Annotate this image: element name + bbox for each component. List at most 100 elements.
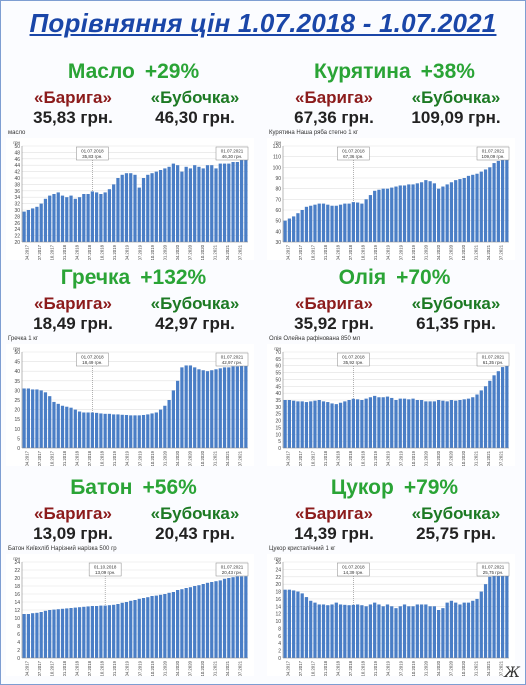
x-tick-label: 10.2020	[461, 660, 466, 676]
price-bar	[239, 158, 244, 242]
price-bar	[351, 604, 355, 658]
y-tick-label: 35	[275, 398, 281, 404]
label-bubochka: «Бубочка»	[150, 504, 240, 523]
price-bar	[184, 588, 188, 658]
price-bar	[321, 401, 326, 448]
price-bar	[334, 602, 338, 658]
price-bar	[218, 368, 222, 448]
price-bar	[411, 398, 415, 448]
price-bar	[193, 367, 197, 448]
price-bar	[360, 605, 364, 658]
x-tick-label: 07.2021	[499, 660, 504, 676]
price-bar	[120, 414, 124, 448]
x-tick-label: 10.2020	[200, 660, 205, 676]
price-bar	[222, 367, 227, 448]
price-barigha: 67,36 грн.	[294, 108, 374, 127]
x-tick-label: 04.2021	[225, 244, 230, 260]
chart-title: Курятина Наша ряба стегно 1 кг	[269, 130, 359, 136]
x-tick-label: 01.2021	[474, 660, 479, 676]
price-bar	[227, 367, 231, 448]
price-bar	[222, 578, 227, 658]
price-bar	[419, 604, 424, 658]
price-bar	[500, 367, 505, 448]
price-bar	[483, 584, 488, 658]
price-bar	[171, 163, 175, 242]
annotation-value: 35,92 грн.	[343, 360, 363, 365]
price-bar	[398, 185, 402, 242]
price-bar	[492, 571, 496, 658]
price-bar	[60, 195, 65, 242]
price-bar	[201, 168, 205, 242]
price-bar	[77, 607, 82, 658]
price-bar	[82, 194, 86, 242]
x-tick-label: 01.2019	[112, 660, 117, 676]
annotation-value: 61,35 грн.	[483, 360, 503, 365]
y-axis-label: грн	[13, 556, 20, 561]
x-tick-label: 04.2017	[285, 450, 290, 466]
x-tick-label: 01.2021	[213, 244, 218, 260]
annotation-box	[215, 562, 249, 577]
x-tick-label: 10.2019	[411, 450, 416, 466]
x-tick-label: 04.2021	[486, 660, 491, 676]
y-axis-label: грн	[13, 140, 20, 145]
price-bar	[116, 414, 120, 448]
price-bar	[22, 211, 26, 242]
price-bar	[31, 208, 35, 242]
price-bar	[283, 589, 287, 658]
price-bar	[428, 401, 432, 448]
price-bar	[163, 168, 167, 242]
price-bubochka: 46,30 грн.	[155, 108, 235, 127]
price-bar	[56, 609, 60, 658]
y-tick-label: 24	[14, 560, 20, 566]
price-bar	[231, 366, 235, 448]
price-change: +29%	[144, 60, 200, 83]
x-tick-label: 07.2018	[87, 660, 92, 676]
x-tick-label: 04.2019	[386, 660, 391, 676]
price-bar	[304, 597, 309, 658]
price-bar	[317, 400, 321, 448]
x-tick-label: 04.2021	[225, 450, 230, 466]
y-tick-label: 0	[278, 656, 281, 662]
y-tick-label: 80	[275, 187, 281, 193]
price-bar	[112, 414, 116, 448]
y-tick-label: 18	[14, 584, 20, 590]
x-tick-label: 10.2019	[150, 450, 155, 466]
annotation-value: 25,75 грн.	[483, 570, 503, 575]
product-panel: Олія +70% «Барига» «Бубочка» 35,92 грн. 61,35…	[263, 266, 526, 471]
x-tick-label: 04.2020	[175, 660, 180, 676]
y-tick-label: 6	[17, 632, 20, 638]
x-tick-label: 04.2018	[336, 244, 341, 260]
price-bar	[103, 605, 107, 658]
price-bar	[496, 371, 500, 448]
price-bar	[120, 174, 124, 242]
product-panel: Цукор +79% «Барига» «Бубочка» 14,39 грн. 25,7…	[263, 476, 526, 681]
price-bar	[432, 401, 436, 448]
price-bar	[90, 606, 94, 658]
price-bar	[300, 401, 304, 448]
price-bar	[95, 606, 99, 658]
price-bar	[347, 605, 351, 658]
label-barigha: «Барига»	[34, 88, 112, 107]
label-barigha: «Барига»	[295, 88, 373, 107]
x-tick-label: 01.2020	[423, 244, 428, 260]
y-tick-label: 4	[278, 641, 281, 647]
price-bar	[411, 184, 415, 242]
price-bar	[462, 178, 466, 242]
price-bar	[428, 181, 432, 242]
price-bar	[475, 394, 479, 448]
price-bar	[86, 194, 90, 242]
price-bar	[373, 395, 377, 448]
price-bar	[402, 398, 407, 448]
price-bar	[479, 171, 483, 242]
y-tick-label: 32	[14, 202, 20, 208]
y-tick-label: 42	[14, 170, 20, 176]
price-bar	[65, 608, 69, 658]
y-tick-label: 40	[14, 176, 20, 182]
price-bubochka: 61,35 грн.	[416, 314, 496, 333]
price-bar	[360, 203, 364, 242]
price-bar	[56, 192, 60, 242]
x-tick-label: 10.2017	[310, 450, 315, 466]
product-panel: Масло +29% «Барига» «Бубочка» 35,83 грн. 46,3…	[2, 60, 265, 265]
price-bar	[368, 397, 373, 448]
y-tick-label: 34	[14, 195, 20, 201]
